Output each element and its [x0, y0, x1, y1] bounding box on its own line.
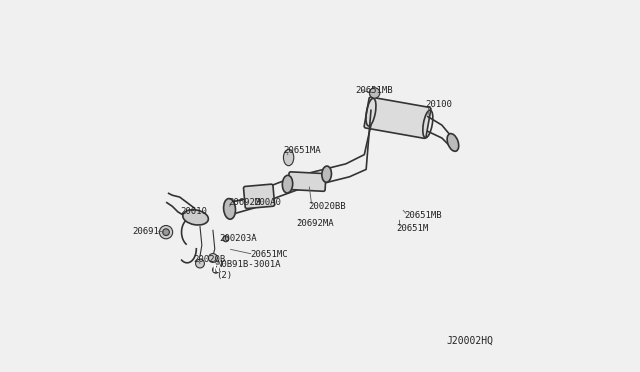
FancyBboxPatch shape: [244, 184, 275, 209]
Text: 20691: 20691: [132, 227, 159, 235]
Text: J20002HQ: J20002HQ: [447, 336, 493, 346]
Ellipse shape: [183, 210, 209, 225]
Text: 20010: 20010: [180, 206, 207, 216]
Text: 20100: 20100: [425, 100, 452, 109]
Text: N: N: [212, 265, 219, 274]
Text: 20020BB: 20020BB: [308, 202, 346, 211]
Text: 20651MB: 20651MB: [355, 86, 393, 94]
Text: N: N: [212, 265, 219, 274]
Ellipse shape: [282, 175, 292, 193]
Ellipse shape: [284, 150, 294, 166]
Text: 20020B: 20020B: [194, 254, 226, 264]
Text: 200203A: 200203A: [220, 234, 257, 243]
Text: 200A0: 200A0: [255, 198, 282, 207]
Ellipse shape: [369, 88, 380, 98]
Text: 20651MA: 20651MA: [283, 147, 321, 155]
Circle shape: [196, 259, 204, 268]
Ellipse shape: [369, 88, 379, 98]
FancyBboxPatch shape: [288, 172, 326, 191]
Circle shape: [159, 225, 173, 239]
Ellipse shape: [447, 134, 459, 151]
Circle shape: [223, 236, 229, 242]
Circle shape: [209, 254, 218, 262]
Text: N0B91B-3001A
(2): N0B91B-3001A (2): [216, 260, 281, 280]
Text: 20651M: 20651M: [396, 224, 428, 233]
Circle shape: [163, 229, 170, 235]
Text: 20692MA: 20692MA: [296, 219, 333, 228]
Ellipse shape: [223, 199, 236, 219]
Ellipse shape: [322, 166, 332, 182]
Circle shape: [212, 266, 220, 273]
FancyBboxPatch shape: [364, 97, 431, 138]
Text: 20692M: 20692M: [228, 198, 260, 207]
Text: 20651MB: 20651MB: [404, 211, 442, 220]
Text: 20651MC: 20651MC: [250, 250, 287, 259]
